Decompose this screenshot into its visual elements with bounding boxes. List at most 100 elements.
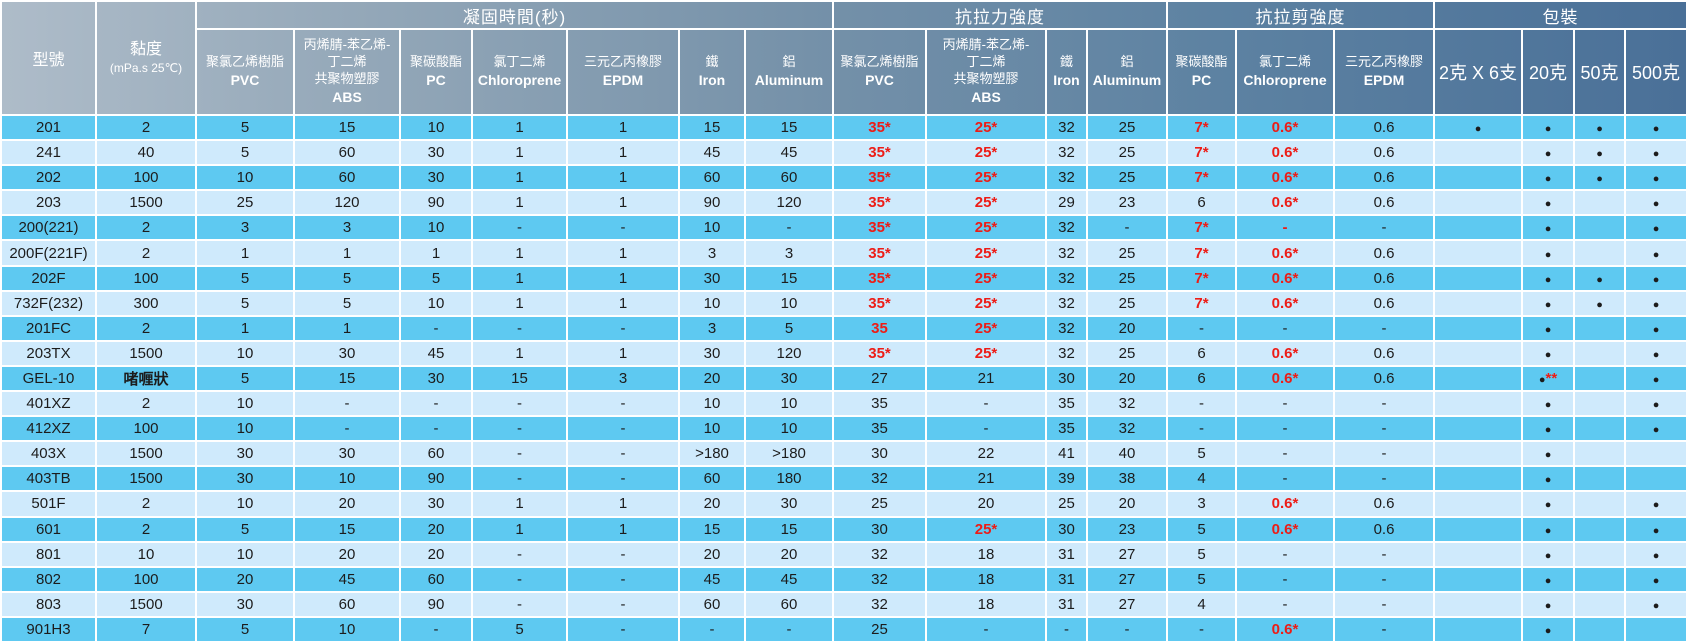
- cell-pkg-50g: [1573, 540, 1627, 568]
- cell-tensile-abs: 25*: [925, 164, 1047, 192]
- cell-settime-pvc: 20: [195, 565, 295, 593]
- cell-settime-aluminum: 45: [744, 139, 834, 167]
- cell-tensile-iron: 32: [1045, 289, 1088, 317]
- cell-shear-chloroprene: 0.6*: [1235, 139, 1335, 167]
- cell-tensile-abs: -: [925, 615, 1047, 643]
- cell-shear-epdm: 0.6: [1332, 139, 1436, 167]
- cell-settime-pc: 30: [399, 490, 473, 518]
- cell-settime-pc: 10: [399, 113, 473, 142]
- cell-settime-epdm: -: [566, 314, 680, 342]
- cell-settime-epdm: -: [566, 214, 680, 242]
- cell-pkg-2gx6: ●: [1433, 113, 1524, 142]
- col-header-tensile-aluminum: 鋁 Aluminum: [1086, 28, 1168, 116]
- cell-settime-pvc: 10: [195, 339, 295, 367]
- cell-shear-epdm: 0.6: [1332, 189, 1436, 217]
- cell-settime-chloroprene: -: [471, 465, 568, 493]
- cell-settime-aluminum: 45: [744, 565, 834, 593]
- cell-model: 401XZ: [0, 390, 97, 418]
- cell-model: 201: [0, 113, 97, 142]
- cell-shear-epdm: -: [1332, 465, 1436, 493]
- cell-tensile-iron: 32: [1045, 139, 1088, 167]
- cell-settime-pc: 45: [399, 339, 473, 367]
- cell-pkg-20g: ●: [1521, 540, 1576, 568]
- cell-model: 732F(232): [0, 289, 97, 317]
- cell-tensile-aluminum: 25: [1086, 113, 1168, 142]
- cell-pkg-20g: ●: [1521, 465, 1576, 493]
- cell-settime-epdm: -: [566, 615, 680, 643]
- cell-settime-aluminum: 10: [744, 289, 834, 317]
- cell-pkg-50g: ●: [1573, 264, 1627, 292]
- cell-pkg-20g: ●: [1521, 515, 1576, 543]
- cell-tensile-pvc: 32: [832, 540, 927, 568]
- cell-shear-pc: 4: [1166, 465, 1237, 493]
- cell-tensile-iron: 41: [1045, 440, 1088, 468]
- cell-settime-pc: -: [399, 615, 473, 643]
- cell-model: 241: [0, 139, 97, 167]
- cell-pkg-2gx6: [1433, 139, 1524, 167]
- cell-shear-pc: 5: [1166, 515, 1237, 543]
- cell-pkg-50g: [1573, 615, 1627, 643]
- cell-settime-abs: 15: [293, 113, 401, 142]
- cell-settime-aluminum: 10: [744, 415, 834, 443]
- cell-settime-epdm: 1: [566, 239, 680, 267]
- cell-pkg-20g: ●: [1521, 390, 1576, 418]
- cell-settime-epdm: 1: [566, 339, 680, 367]
- cell-model: 203TX: [0, 339, 97, 367]
- cell-tensile-aluminum: 25: [1086, 239, 1168, 267]
- cell-pkg-500g: ●: [1624, 214, 1686, 242]
- cell-settime-aluminum: 20: [744, 540, 834, 568]
- cell-settime-abs: 1: [293, 239, 401, 267]
- cell-settime-pvc: 5: [195, 364, 295, 393]
- cell-shear-chloroprene: 0.6*: [1235, 264, 1335, 292]
- cell-pkg-50g: ●: [1573, 113, 1627, 142]
- cell-pkg-500g: ●: [1624, 540, 1686, 568]
- cell-shear-epdm: -: [1332, 314, 1436, 342]
- col-header-pkg-500g: 500克: [1624, 28, 1686, 116]
- cell-viscosity: 2: [95, 113, 197, 142]
- cell-tensile-pvc: 32: [832, 465, 927, 493]
- cell-model: GEL-10: [0, 364, 97, 393]
- cell-settime-abs: 1: [293, 314, 401, 342]
- cell-pkg-2gx6: [1433, 415, 1524, 443]
- cell-tensile-abs: 18: [925, 540, 1047, 568]
- cell-pkg-20g: ●: [1521, 590, 1576, 618]
- cell-pkg-2gx6: [1433, 515, 1524, 543]
- cell-settime-chloroprene: 1: [471, 189, 568, 217]
- cell-settime-aluminum: -: [744, 214, 834, 242]
- cell-settime-chloroprene: -: [471, 565, 568, 593]
- cell-settime-aluminum: 15: [744, 515, 834, 543]
- table-row: 403X 1500 30 30 60- - >180 >180 30 22 41 40 5- - ●: [0, 440, 1686, 468]
- cell-settime-iron: 3: [678, 314, 746, 342]
- cell-settime-pvc: 5: [195, 289, 295, 317]
- cell-settime-chloroprene: 1: [471, 113, 568, 142]
- cell-settime-aluminum: 10: [744, 390, 834, 418]
- cell-shear-epdm: 0.6: [1332, 164, 1436, 192]
- cell-settime-iron: 3: [678, 239, 746, 267]
- cell-tensile-pvc: 35*: [832, 139, 927, 167]
- cell-viscosity: 1500: [95, 189, 197, 217]
- cell-shear-epdm: 0.6: [1332, 364, 1436, 393]
- cell-settime-aluminum: 60: [744, 164, 834, 192]
- cell-shear-pc: -: [1166, 390, 1237, 418]
- cell-tensile-aluminum: 20: [1086, 490, 1168, 518]
- cell-viscosity: 300: [95, 289, 197, 317]
- col-header-tensile-pvc: 聚氯乙烯樹脂 PVC: [832, 28, 927, 116]
- cell-shear-pc: 5: [1166, 540, 1237, 568]
- cell-model: 203: [0, 189, 97, 217]
- cell-settime-aluminum: 30: [744, 490, 834, 518]
- table-row: GEL-10 啫喱狀 5 15 30 15 3 20 30 27 21 30 20 6 0.6* 0.6 ●**…: [0, 364, 1686, 393]
- cell-tensile-abs: 25*: [925, 239, 1047, 267]
- cell-settime-abs: 5: [293, 289, 401, 317]
- table-row: 732F(232) 300 5 5 10 1 1 10 10 35* 25* 32 25 7* 0.6* 0.…: [0, 289, 1686, 317]
- cell-settime-abs: 10: [293, 615, 401, 643]
- cell-settime-epdm: 1: [566, 164, 680, 192]
- cell-pkg-20g: ●: [1521, 339, 1576, 367]
- cell-shear-epdm: 0.6: [1332, 339, 1436, 367]
- cell-model: 201FC: [0, 314, 97, 342]
- cell-settime-iron: 30: [678, 339, 746, 367]
- cell-pkg-50g: ●: [1573, 289, 1627, 317]
- cell-settime-epdm: 1: [566, 289, 680, 317]
- cell-pkg-50g: [1573, 189, 1627, 217]
